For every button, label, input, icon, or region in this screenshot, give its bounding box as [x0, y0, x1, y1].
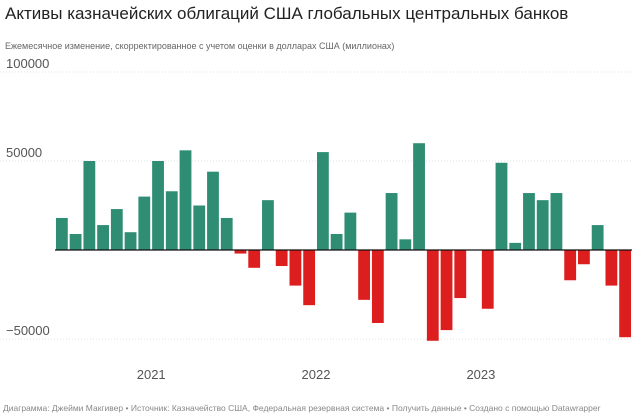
bar — [207, 171, 219, 250]
bar — [152, 161, 164, 250]
bar — [303, 250, 316, 306]
bar — [619, 250, 632, 338]
bar — [330, 233, 343, 250]
bar — [165, 191, 178, 250]
chart-footer: Диаграмма: Джейми Макгивер • Источник: К… — [3, 403, 601, 413]
bar — [234, 250, 247, 254]
bar — [523, 193, 535, 250]
bar — [481, 250, 494, 309]
bar — [550, 193, 563, 250]
x-tick-label: 2022 — [302, 367, 331, 382]
gridlines — [0, 71, 632, 340]
bar — [316, 152, 329, 250]
bar — [97, 225, 109, 250]
bar — [262, 200, 274, 250]
bar — [564, 250, 577, 281]
x-axis-labels: 2021 2022 2023 — [137, 367, 496, 382]
bar — [385, 193, 398, 250]
y-axis-ticks: 100000 50000 −50000 — [6, 56, 50, 338]
bar — [578, 250, 590, 265]
bar — [536, 200, 549, 250]
bar — [399, 239, 412, 250]
x-tick-label: 2023 — [466, 367, 495, 382]
y-tick-label: 100000 — [6, 56, 49, 71]
chart-subtitle: Ежемесячное изменение, скорректированное… — [5, 41, 395, 51]
bar — [454, 250, 467, 299]
bar — [371, 250, 384, 323]
y-tick-label: 50000 — [6, 145, 42, 160]
bar — [426, 250, 439, 341]
bar — [193, 205, 206, 250]
bar — [124, 232, 137, 250]
bar — [413, 143, 425, 250]
y-tick-label: −50000 — [6, 323, 50, 338]
bar — [248, 250, 261, 268]
bar — [83, 161, 96, 250]
bar — [275, 250, 288, 267]
bar — [138, 196, 151, 250]
bar — [509, 242, 522, 250]
bar — [440, 250, 453, 331]
bar — [344, 212, 357, 250]
bar — [220, 217, 233, 250]
bar — [110, 209, 123, 250]
bar — [495, 162, 508, 250]
bar — [358, 250, 371, 300]
bar — [55, 217, 68, 250]
bar — [179, 150, 192, 250]
bar — [69, 233, 82, 250]
chart-title: Активы казначейских облигаций США глобал… — [5, 4, 569, 23]
bar — [605, 250, 618, 286]
bar — [289, 250, 302, 286]
bar — [591, 225, 604, 250]
x-tick-label: 2021 — [137, 367, 166, 382]
bars — [55, 143, 632, 341]
